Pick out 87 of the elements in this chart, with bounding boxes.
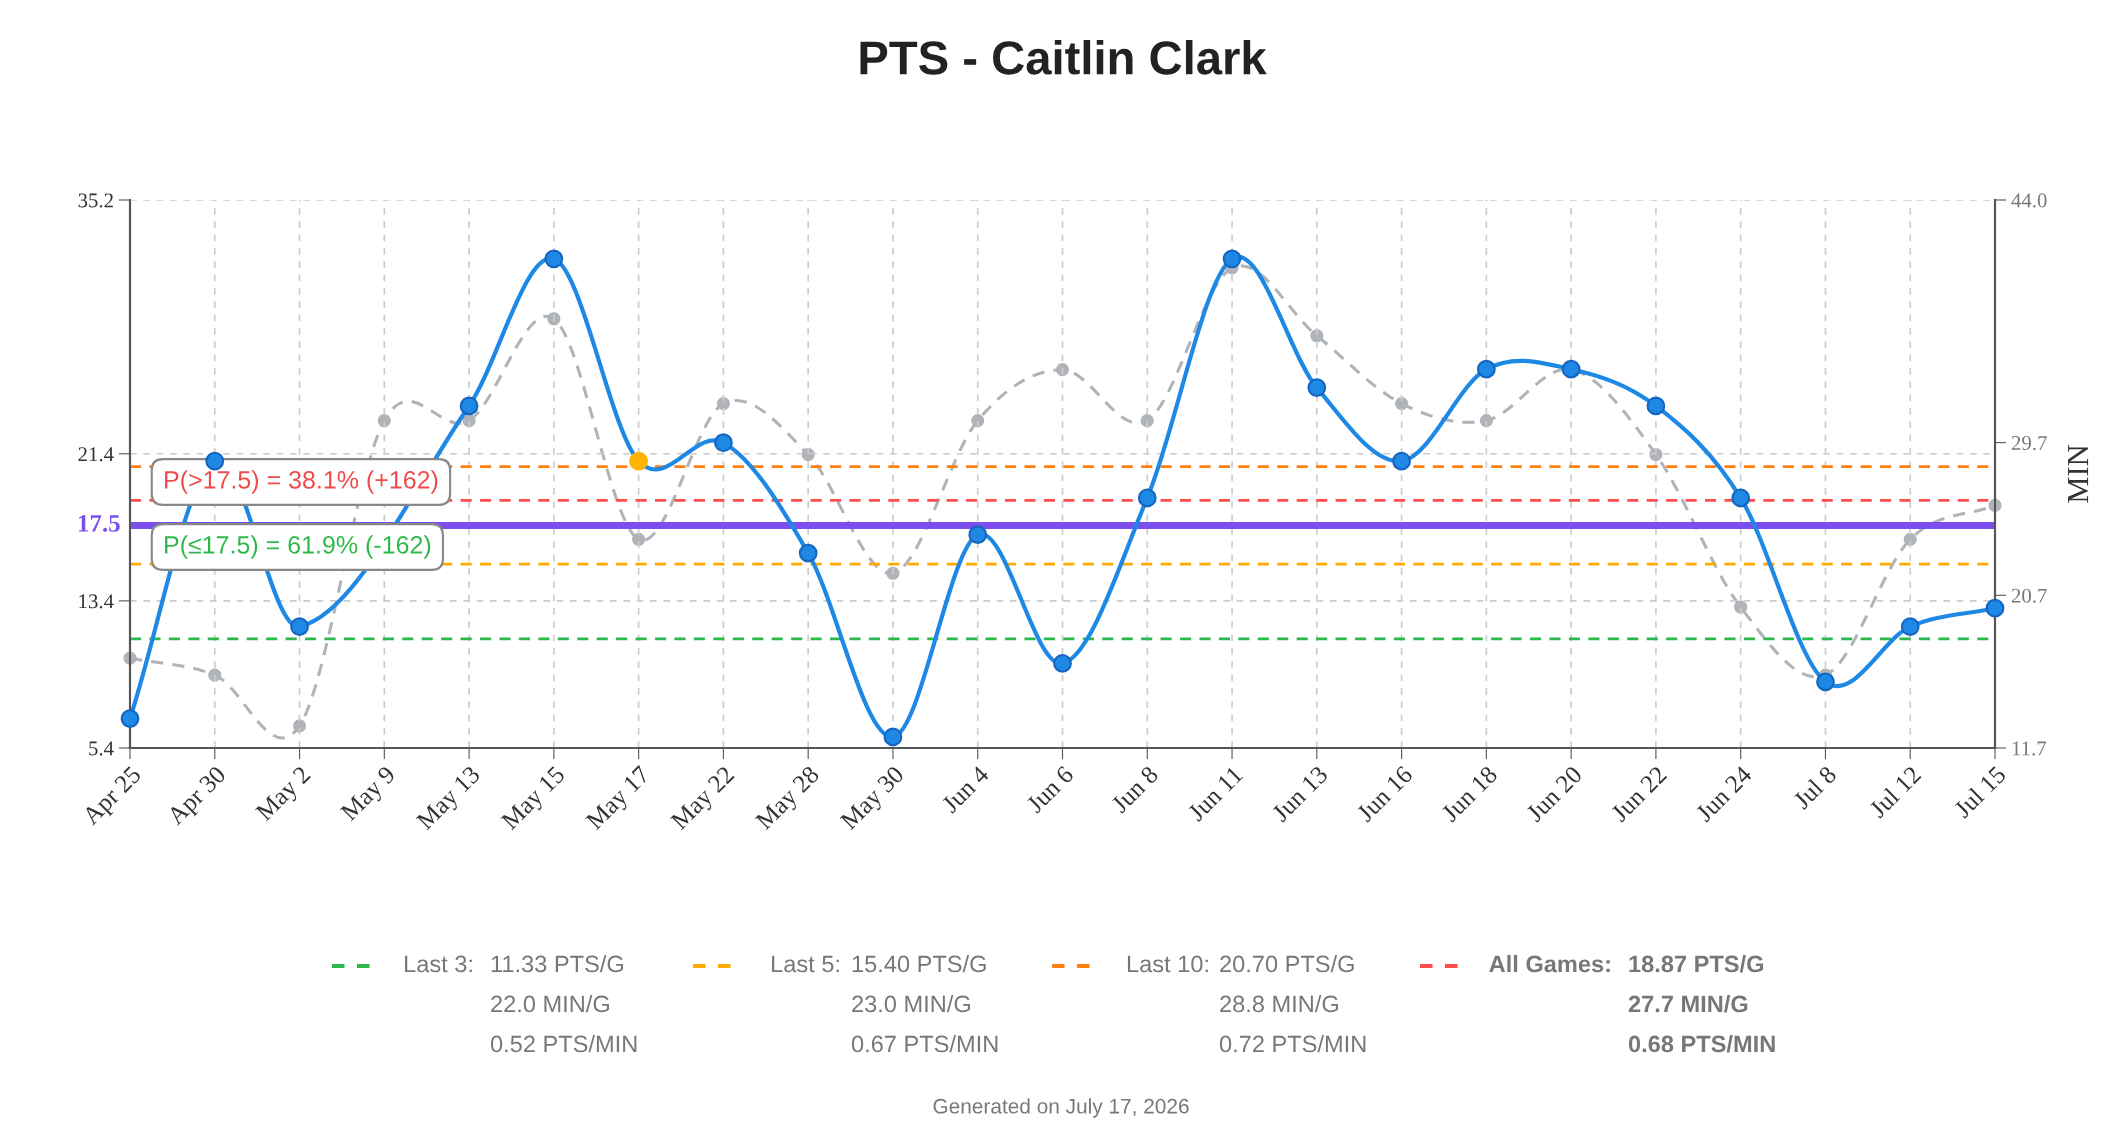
annotation: P(≤17.5) = 61.9% (-162) xyxy=(165,535,431,559)
point xyxy=(459,396,479,416)
x-tick-label: Apr 25 xyxy=(81,765,146,830)
x-tick-label: May 9 xyxy=(339,765,400,826)
point xyxy=(798,543,818,563)
x-tick-label: Apr 30 xyxy=(165,765,231,830)
legend-label: Last 3: xyxy=(405,955,472,973)
point xyxy=(1646,396,1666,416)
point xyxy=(1476,359,1496,379)
text: 0.68 PTS/MIN xyxy=(1628,1034,1775,1053)
point xyxy=(1479,413,1493,428)
point xyxy=(205,451,225,471)
point xyxy=(1055,363,1070,377)
point xyxy=(1731,488,1751,508)
legend-label: Last 5: xyxy=(772,955,839,973)
point xyxy=(1222,249,1242,269)
x-tick-label: Jul 12 xyxy=(1867,764,1922,819)
point xyxy=(1900,617,1920,636)
text: 27.7 MIN/G xyxy=(1628,994,1748,1013)
x-tick-label: Jun 8 xyxy=(1110,765,1160,814)
x-tick-label: Jun 24 xyxy=(1694,764,1753,823)
x-tick-label: May 15 xyxy=(500,765,570,834)
point xyxy=(1985,598,2005,618)
y2-tick-label: 29.7 xyxy=(2011,436,2047,451)
y2-axis-title: MIN xyxy=(2068,445,2089,503)
point xyxy=(1392,451,1411,471)
point xyxy=(120,709,140,728)
x-tick-label: Jun 4 xyxy=(940,764,990,814)
y2-tick-label: 44.0 xyxy=(2011,193,2047,208)
point xyxy=(1816,672,1835,692)
annotation: P(>17.5) = 38.1% (+162) xyxy=(165,470,438,494)
point xyxy=(1561,359,1581,379)
point xyxy=(547,312,561,326)
ref-line-label: 17.5 xyxy=(78,515,120,532)
point xyxy=(632,532,646,546)
y-tick-label: 13.4 xyxy=(79,594,114,609)
chart-title: PTS - Caitlin Clark xyxy=(860,39,1267,75)
text: 22.0 MIN/G xyxy=(491,994,609,1013)
point xyxy=(208,668,222,682)
point xyxy=(1734,600,1748,614)
point xyxy=(714,433,733,453)
point xyxy=(377,413,391,428)
x-tick-label: May 17 xyxy=(585,765,655,834)
text: 11.33 PTS/G xyxy=(491,954,623,973)
point xyxy=(971,413,985,428)
x-tick-label: Jun 16 xyxy=(1355,765,1414,823)
x-tick-label: Jun 6 xyxy=(1025,765,1075,814)
x-tick-label: Jun 20 xyxy=(1525,765,1583,823)
x-tick-label: May 30 xyxy=(839,765,909,834)
y2-tick-label: 20.7 xyxy=(2011,588,2047,603)
y-tick-label: 35.2 xyxy=(78,193,113,208)
y2-tick-label: 11.7 xyxy=(2012,741,2047,756)
point xyxy=(629,451,649,471)
legend-label: Last 10: xyxy=(1127,955,1208,973)
x-tick-label: Jun 13 xyxy=(1271,765,1329,823)
point xyxy=(883,727,903,747)
point xyxy=(1053,654,1072,673)
point xyxy=(290,617,309,636)
point xyxy=(1395,397,1409,411)
x-tick-label: Jun 22 xyxy=(1610,765,1668,823)
x-tick-label: May 2 xyxy=(254,765,315,826)
text: 15.40 PTS/G xyxy=(852,954,986,973)
x-tick-label: May 13 xyxy=(415,765,485,834)
text: 28.8 MIN/G xyxy=(1220,994,1338,1013)
text: 0.52 PTS/MIN xyxy=(490,1034,637,1053)
text: Generated on July 17, 2026 xyxy=(933,1098,1189,1118)
point xyxy=(1307,378,1327,397)
text: 0.72 PTS/MIN xyxy=(1219,1034,1366,1053)
text: 18.87 PTS/G xyxy=(1629,954,1764,973)
text: 0.67 PTS/MIN xyxy=(851,1034,998,1053)
x-tick-label: Jun 11 xyxy=(1187,765,1244,823)
point xyxy=(544,249,564,269)
legend-label: All Games: xyxy=(1489,954,1610,973)
point xyxy=(968,525,988,545)
point xyxy=(1140,413,1154,428)
text: 20.70 PTS/G xyxy=(1220,954,1354,973)
x-tick-label: Jul 8 xyxy=(1791,764,1838,810)
point xyxy=(1137,488,1157,508)
y-tick-label: 5.4 xyxy=(89,741,114,756)
x-tick-label: May 28 xyxy=(754,765,824,834)
point xyxy=(716,397,731,411)
text: 23.0 MIN/G xyxy=(852,994,970,1013)
x-tick-label: Jul 15 xyxy=(1952,764,2007,819)
x-tick-label: Jun 18 xyxy=(1440,765,1499,823)
y-tick-label: 21.4 xyxy=(78,447,114,462)
x-tick-label: May 22 xyxy=(669,765,739,834)
point xyxy=(292,719,307,733)
